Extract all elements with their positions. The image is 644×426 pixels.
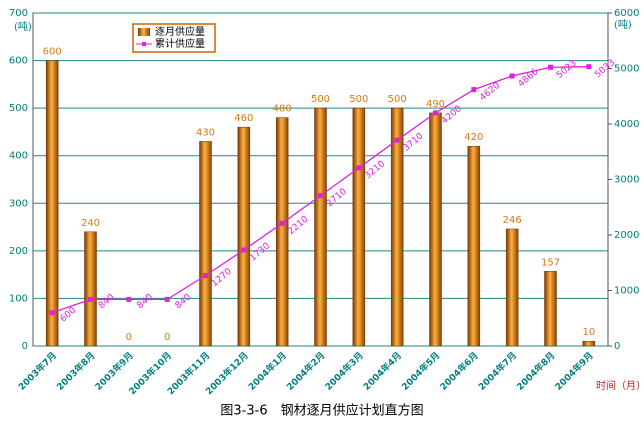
line-marker	[203, 273, 208, 279]
y2-tick-label: 0	[614, 341, 620, 352]
y2-tick-label: 3000	[614, 175, 639, 186]
line-marker	[126, 296, 132, 302]
line-marker	[548, 64, 553, 70]
x-tick-label: 2004年9月	[552, 349, 595, 392]
bar-value-label: 246	[503, 215, 522, 226]
line-marker	[318, 193, 323, 199]
bar-value-label: 0	[126, 332, 132, 343]
x-axis-label: 时间（月）	[596, 379, 644, 392]
x-tick-label: 2003年8月	[54, 349, 97, 392]
bar	[314, 107, 327, 347]
bar	[544, 271, 557, 347]
x-tick-label: 2004年2月	[284, 349, 327, 392]
x-tick-label: 2004年1月	[246, 349, 289, 392]
bar	[45, 60, 59, 347]
bar-value-label: 490	[426, 99, 445, 110]
y2-axis-label: (吨)	[614, 18, 632, 31]
line-marker	[241, 247, 247, 253]
line-marker	[49, 310, 55, 316]
line-marker	[279, 220, 285, 226]
y-axis-label: (吨)	[14, 20, 32, 33]
bar-value-label: 420	[464, 132, 483, 143]
chart-title: 图3-3-6 钢材逐月供应计划直方图	[220, 403, 423, 419]
legend-label: 累计供应量	[155, 37, 205, 50]
x-tick-label: 2004年8月	[514, 349, 557, 392]
bar-value-label: 460	[234, 113, 253, 124]
bar	[582, 340, 596, 347]
y-tick-label: 600	[9, 56, 28, 67]
bar-value-label: 430	[196, 127, 215, 138]
y-tick-label: 100	[9, 293, 28, 304]
x-tick-label: 2004年7月	[476, 349, 519, 392]
bar-value-label: 157	[541, 257, 560, 268]
x-tick-label: 2003年9月	[92, 349, 135, 392]
line-marker	[356, 165, 362, 171]
bar	[505, 228, 519, 347]
y-tick-label: 200	[9, 246, 28, 257]
bar-value-label: 480	[273, 104, 292, 115]
y-tick-label: 500	[9, 103, 28, 114]
x-tick-label: 2004年5月	[399, 349, 442, 392]
y-tick-label: 400	[9, 151, 28, 162]
y2-tick-label: 4000	[614, 119, 639, 130]
x-tick-label: 2004年6月	[437, 349, 480, 392]
bar	[352, 107, 366, 347]
bar-value-label: 600	[43, 47, 62, 58]
bar-value-label: 500	[349, 94, 368, 105]
y-tick-label: 300	[9, 198, 28, 209]
bar-value-label: 0	[164, 332, 170, 343]
line-marker	[509, 73, 515, 79]
y2-tick-label: 2000	[614, 230, 639, 241]
bar-value-label: 500	[311, 94, 330, 105]
y2-tick-label: 1000	[614, 286, 639, 297]
bar-value-label: 240	[81, 218, 100, 229]
legend-label: 逐月供应量	[155, 25, 205, 38]
line-marker	[394, 137, 400, 143]
line-marker	[586, 64, 592, 70]
bar	[429, 112, 442, 347]
bar	[467, 145, 481, 347]
y2-tick-label: 5000	[614, 64, 639, 75]
legend-swatch	[138, 28, 150, 36]
y-tick-label: 700	[9, 8, 28, 19]
bar	[84, 231, 97, 347]
bar	[390, 107, 404, 347]
x-tick-label: 2004年4月	[361, 349, 404, 392]
bar-value-label: 500	[388, 94, 407, 105]
line-marker	[88, 296, 93, 302]
bar	[275, 117, 289, 347]
legend-box	[132, 23, 216, 53]
bar-value-label: 10	[582, 327, 595, 338]
y-tick-label: 0	[22, 341, 28, 352]
line-marker	[433, 110, 438, 116]
line-marker	[471, 87, 477, 93]
x-tick-label: 2004年3月	[322, 349, 365, 392]
line-marker	[164, 296, 170, 302]
bar	[199, 141, 212, 347]
bar	[237, 126, 251, 347]
x-tick-label: 2003年7月	[16, 349, 59, 392]
y2-tick-label: 6000	[614, 8, 639, 19]
legend-swatch	[142, 42, 146, 46]
